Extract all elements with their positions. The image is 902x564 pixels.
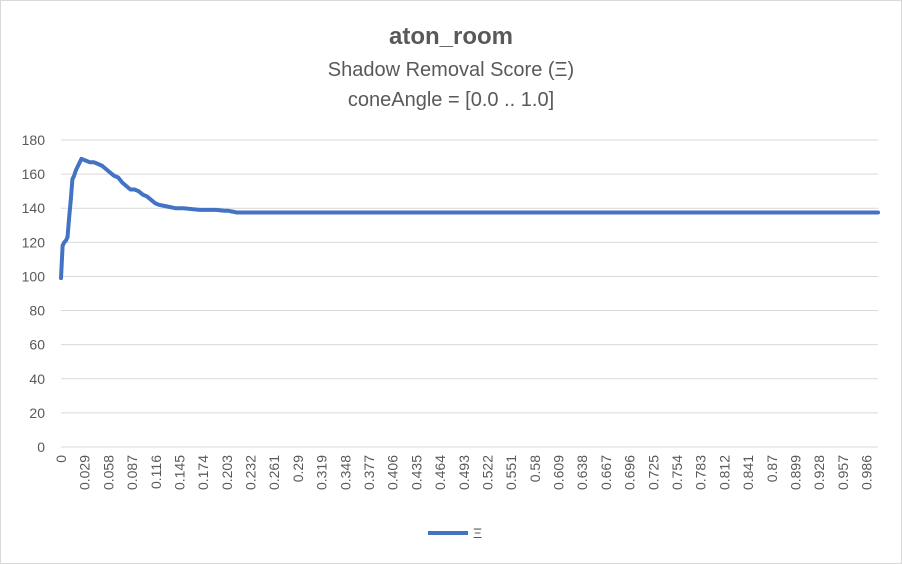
x-tick-label: 0.464 [432, 455, 448, 490]
x-tick-label: 0.957 [835, 455, 851, 490]
y-tick-label: 20 [29, 405, 45, 421]
y-tick-label: 100 [22, 268, 46, 284]
x-tick-label: 0.609 [551, 455, 567, 490]
y-tick-label: 140 [22, 200, 46, 216]
x-tick-label: 0.667 [598, 455, 614, 490]
x-tick-label: 0.841 [740, 455, 756, 490]
x-tick-label: 0.058 [100, 455, 116, 490]
y-axis-tick-labels: 0 20 40 60 80 100 120 140 160 180 [22, 132, 46, 455]
plot-series [59, 156, 880, 281]
x-tick-label: 0.232 [243, 455, 259, 490]
x-tick-label: 0.551 [503, 455, 519, 490]
legend: Ξ [428, 525, 482, 541]
legend-label: Ξ [473, 525, 482, 541]
chart-subtitle: Shadow Removal Score (Ξ) [328, 59, 574, 81]
y-tick-label: 80 [29, 303, 45, 319]
x-tick-label: 0.029 [77, 455, 93, 490]
y-tick-label: 40 [29, 371, 45, 387]
y-tick-label: 180 [22, 132, 46, 148]
x-tick-label: 0.899 [787, 455, 803, 490]
gridlines [61, 139, 878, 448]
x-tick-label: 0.783 [693, 455, 709, 490]
x-axis-tick-labels: 0 0.029 0.058 0.087 0.116 0.145 0.174 0.203 0.23… [53, 455, 875, 490]
x-tick-label: 0.522 [479, 455, 495, 490]
x-tick-label: 0.406 [385, 455, 401, 490]
x-tick-label: 0.754 [669, 455, 685, 490]
chart-title: aton_room [389, 23, 513, 50]
y-tick-label: 0 [37, 439, 45, 455]
x-tick-label: 0.203 [219, 455, 235, 490]
x-tick-label: 0.29 [290, 455, 306, 482]
chart-subtitle-2: coneAngle = [0.0 .. 1.0] [348, 89, 554, 111]
x-tick-label: 0.348 [337, 455, 353, 490]
x-tick-label: 0.986 [859, 455, 875, 490]
x-tick-label: 0.493 [456, 455, 472, 490]
y-tick-label: 120 [22, 234, 46, 250]
x-tick-label: 0 [53, 455, 69, 463]
x-tick-label: 0.435 [408, 455, 424, 490]
x-tick-label: 0.377 [361, 455, 377, 490]
x-tick-label: 0.58 [527, 455, 543, 482]
x-tick-label: 0.116 [148, 455, 164, 489]
x-tick-label: 0.319 [314, 455, 330, 490]
y-tick-label: 60 [29, 337, 45, 353]
x-tick-label: 0.812 [716, 455, 732, 490]
x-tick-label: 0.174 [195, 455, 211, 490]
series-line-0 [59, 156, 880, 281]
x-tick-label: 0.638 [574, 455, 590, 490]
x-tick-label: 0.696 [622, 455, 638, 490]
x-tick-label: 0.928 [811, 455, 827, 490]
x-tick-label: 0.87 [764, 455, 780, 482]
x-tick-label: 0.087 [124, 455, 140, 490]
x-tick-label: 0.261 [266, 455, 282, 490]
y-tick-label: 160 [22, 166, 46, 182]
x-tick-label: 0.145 [171, 455, 187, 490]
x-tick-label: 0.725 [645, 455, 661, 490]
